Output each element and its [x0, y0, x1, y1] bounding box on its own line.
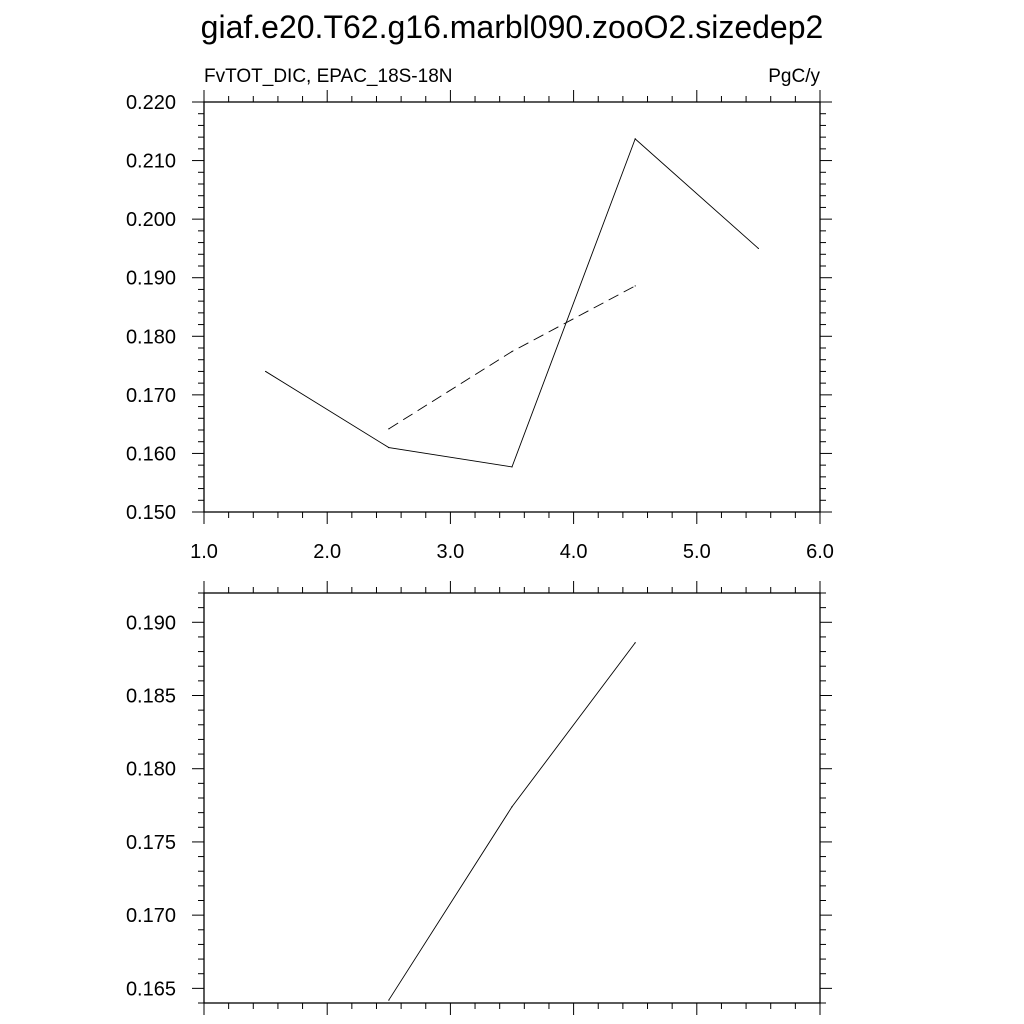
- data-point: [388, 446, 390, 449]
- data-point: [388, 999, 390, 1001]
- data-point: [757, 247, 760, 250]
- y-tick-label: 0.180: [126, 326, 176, 348]
- plot-frame: [203, 101, 821, 513]
- data-point: [388, 428, 390, 430]
- data-point: [634, 285, 636, 287]
- plot-frame: [203, 592, 821, 1004]
- series-line-solid: [388, 642, 636, 1001]
- x-tick-label: 6.0: [806, 541, 834, 563]
- y-tick-label: 0.150: [126, 502, 176, 524]
- data-point: [634, 138, 636, 140]
- y-tick-label: 0.175: [126, 832, 176, 854]
- y-tick-label: 0.170: [126, 905, 176, 927]
- data-point: [634, 642, 636, 644]
- x-tick-label: 5.0: [683, 541, 711, 563]
- y-tick-label: 0.160: [126, 443, 176, 465]
- y-tick-label: 0.165: [126, 978, 176, 1000]
- y-tick-label: 0.190: [126, 268, 176, 290]
- figure-title: giaf.e20.T62.g16.marbl090.zooO2.sizedep2: [201, 9, 824, 45]
- top-panel-right-label: PgC/y: [768, 66, 820, 87]
- y-tick-label: 0.170: [126, 385, 176, 407]
- series-line-solid: [265, 138, 759, 468]
- y-tick-label: 0.185: [126, 686, 176, 708]
- y-tick-label: 0.220: [126, 92, 176, 114]
- y-tick-label: 0.190: [126, 612, 176, 634]
- x-tick-label: 3.0: [436, 541, 464, 563]
- y-tick-label: 0.200: [126, 209, 176, 231]
- top-panel: FvTOT_DIC, EPAC_18S-18N PgC/y 1.0 2.0 3.0 4…: [126, 66, 834, 563]
- x-tick-label: 4.0: [560, 541, 588, 563]
- y-tick-label: 0.210: [126, 151, 176, 173]
- data-point: [511, 350, 513, 353]
- data-point: [265, 370, 267, 373]
- x-tick-label: 1.0: [190, 541, 218, 563]
- top-panel-left-label: FvTOT_DIC, EPAC_18S-18N: [204, 66, 452, 87]
- y-tick-label: 0.180: [126, 759, 176, 781]
- data-point: [511, 806, 513, 808]
- series-line-dashed: [388, 285, 636, 430]
- x-tick-label: 2.0: [313, 541, 341, 563]
- data-point: [511, 466, 513, 468]
- bottom-panel: 0.165 0.170 0.175 0.180 0.185 0.190: [126, 581, 832, 1015]
